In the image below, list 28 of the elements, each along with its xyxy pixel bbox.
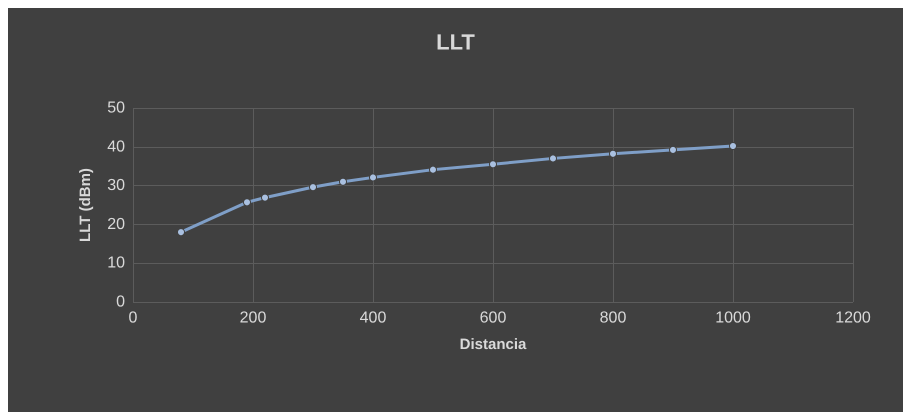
point <box>729 142 737 150</box>
point <box>489 160 497 168</box>
x-tick-label: 600 <box>480 310 506 326</box>
chart-title: LLT <box>436 30 476 54</box>
x-tick-label: 0 <box>128 310 138 326</box>
point <box>309 183 317 192</box>
x-tick-label: 1000 <box>715 310 751 326</box>
x-tick-label: 200 <box>240 310 266 326</box>
x-tick-label: 800 <box>600 310 626 326</box>
point <box>339 178 347 186</box>
y-tick-label: 30 <box>107 177 126 194</box>
point <box>429 166 437 174</box>
y-tick-label: 40 <box>107 138 126 156</box>
point <box>549 154 557 162</box>
x-axis-title: Distancia <box>460 336 527 353</box>
point <box>669 146 677 154</box>
y-axis-title: LLT (dBm) <box>77 168 94 242</box>
y-tick-label: 0 <box>116 294 126 310</box>
y-tick-label: 50 <box>107 100 126 116</box>
y-tick-label: 20 <box>107 216 126 233</box>
y-tick-label: 10 <box>107 254 126 272</box>
point <box>261 194 269 202</box>
point <box>369 173 377 182</box>
point <box>243 198 251 206</box>
point <box>609 150 617 158</box>
point <box>177 228 185 236</box>
x-tick-label: 400 <box>360 310 386 326</box>
x-tick-label: 1200 <box>835 310 871 326</box>
